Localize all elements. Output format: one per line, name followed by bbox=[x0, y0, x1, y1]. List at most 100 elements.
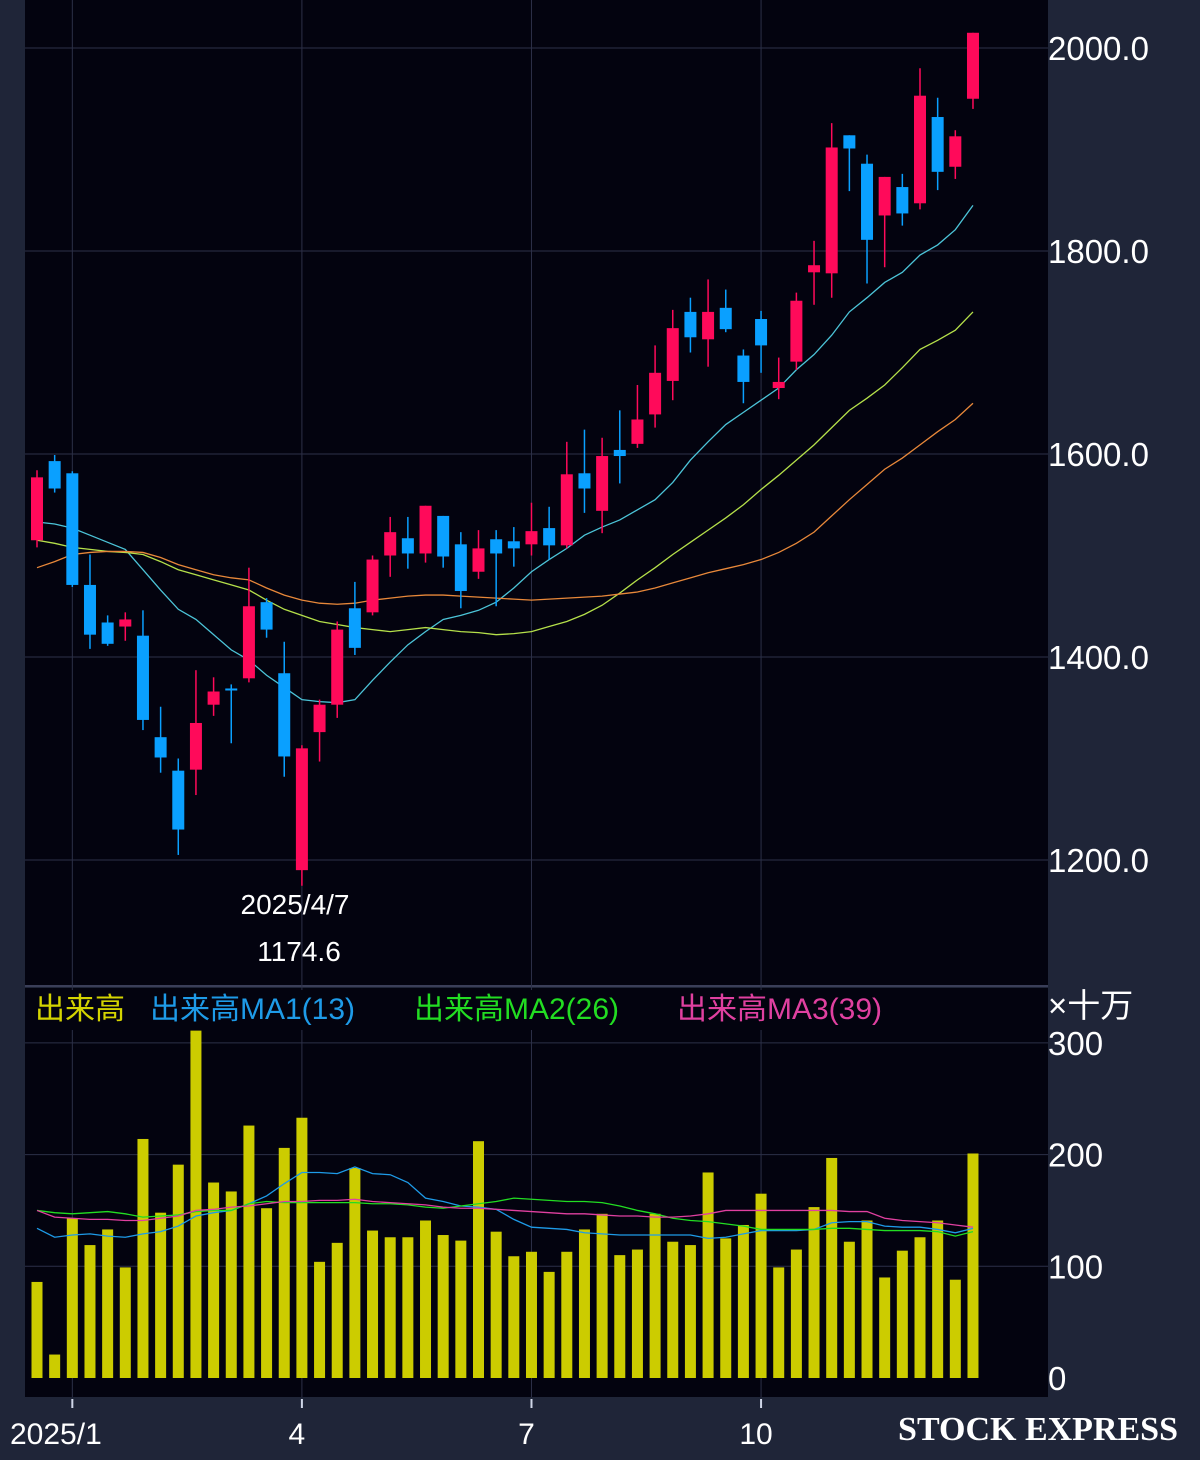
price-ma-line-2 bbox=[36, 311, 974, 636]
candle bbox=[631, 384, 644, 448]
candle bbox=[83, 554, 96, 649]
volume-bar bbox=[208, 1182, 220, 1378]
candle-body bbox=[543, 528, 556, 546]
volume-bar bbox=[155, 1212, 167, 1378]
candle bbox=[154, 706, 167, 773]
volume-bar bbox=[384, 1237, 396, 1378]
candle bbox=[454, 532, 467, 609]
legend-entry: 出来高MA1(13) bbox=[150, 993, 355, 1026]
volume-bar bbox=[790, 1249, 802, 1378]
candle-body bbox=[808, 265, 821, 273]
candle-body bbox=[613, 449, 626, 457]
price-ma-line-1 bbox=[36, 204, 974, 704]
price-moving-averages bbox=[36, 204, 974, 704]
volume-bar bbox=[420, 1220, 432, 1378]
volume-bar bbox=[296, 1117, 308, 1378]
candle bbox=[613, 410, 626, 484]
volume-bar bbox=[949, 1279, 961, 1378]
volume-bar bbox=[684, 1245, 696, 1378]
volume-bar bbox=[720, 1238, 732, 1378]
volume-bar bbox=[843, 1241, 855, 1378]
candle bbox=[66, 471, 79, 587]
candle-body bbox=[348, 608, 361, 648]
candle-body bbox=[843, 135, 856, 149]
candle bbox=[419, 505, 432, 563]
candle-body bbox=[666, 328, 679, 381]
price-tick-label: 1600.0 bbox=[1048, 436, 1149, 473]
candle bbox=[666, 309, 679, 401]
volume-bar bbox=[896, 1250, 908, 1378]
volume-bar bbox=[578, 1229, 590, 1378]
candle-body bbox=[914, 95, 926, 204]
price-axis-labels: 1200.0 1400.0 1600.0 1800.0 2000.0 bbox=[1048, 30, 1149, 879]
candle-body bbox=[242, 606, 255, 679]
volume-bar bbox=[879, 1277, 891, 1378]
candle bbox=[119, 612, 132, 641]
legend-entry: 出来高MA3(39) bbox=[677, 993, 882, 1026]
legend-background bbox=[25, 990, 925, 1030]
candle bbox=[490, 530, 503, 607]
volume-legend: 出来高 出来高MA1(13) 出来高MA2(26) 出来高MA3(39) bbox=[25, 990, 925, 1030]
volume-bar bbox=[278, 1147, 290, 1378]
candlesticks bbox=[31, 32, 979, 886]
x-tick-label: 4 bbox=[289, 1418, 306, 1451]
volume-ma-line-3 bbox=[36, 1198, 974, 1228]
candle-body bbox=[366, 559, 379, 613]
volume-bar bbox=[367, 1230, 379, 1378]
candle-body bbox=[83, 584, 96, 635]
candle bbox=[472, 530, 485, 579]
candle bbox=[543, 506, 556, 560]
candle bbox=[525, 502, 538, 556]
candle-body bbox=[631, 419, 644, 444]
candle bbox=[684, 297, 697, 353]
candle-body bbox=[119, 619, 132, 627]
volume-bar bbox=[543, 1271, 555, 1378]
candle bbox=[401, 516, 414, 569]
volume-bar bbox=[737, 1224, 749, 1378]
volume-bar bbox=[755, 1193, 767, 1378]
volume-ma-line-1 bbox=[36, 1166, 974, 1240]
candle-body bbox=[896, 187, 909, 214]
candle-body bbox=[649, 372, 662, 415]
candle bbox=[578, 429, 591, 513]
candle-body bbox=[966, 32, 979, 99]
volume-tick-label: 300 bbox=[1048, 1025, 1103, 1062]
x-tick-label: 10 bbox=[739, 1418, 772, 1451]
candle bbox=[931, 97, 944, 191]
candle bbox=[737, 349, 750, 404]
candle-body bbox=[189, 722, 202, 770]
price-tick-label: 1200.0 bbox=[1048, 842, 1149, 879]
candle-body bbox=[861, 163, 874, 240]
volume-bar bbox=[967, 1153, 979, 1378]
candle bbox=[949, 130, 962, 179]
candle-body bbox=[755, 319, 768, 346]
candle-body bbox=[260, 602, 273, 630]
volume-bar bbox=[614, 1255, 626, 1378]
candle bbox=[596, 437, 609, 534]
volume-ma-line-2 bbox=[36, 1197, 974, 1237]
volume-bar bbox=[437, 1235, 449, 1378]
volume-moving-averages bbox=[36, 1166, 974, 1240]
candle-body bbox=[578, 473, 591, 489]
volume-bar bbox=[773, 1267, 785, 1378]
candle bbox=[207, 677, 220, 716]
volume-tick-label: 100 bbox=[1048, 1248, 1103, 1285]
volume-bar bbox=[667, 1241, 679, 1378]
candle bbox=[278, 641, 291, 777]
candle-body bbox=[331, 629, 344, 705]
volume-unit-label: ×十万 bbox=[1048, 987, 1133, 1024]
volume-bar bbox=[349, 1168, 361, 1378]
candle bbox=[861, 154, 874, 284]
candle bbox=[790, 292, 803, 370]
candle bbox=[437, 515, 450, 568]
volume-bar bbox=[66, 1218, 78, 1378]
volume-bar bbox=[49, 1354, 61, 1378]
volume-bar bbox=[596, 1213, 608, 1378]
price-plot-background bbox=[25, 0, 1048, 986]
price-tick-label: 1800.0 bbox=[1048, 233, 1149, 270]
candle-body bbox=[525, 531, 538, 545]
volume-bar bbox=[490, 1231, 502, 1378]
candle-body bbox=[419, 505, 432, 554]
candle-body bbox=[772, 381, 785, 389]
volume-bar bbox=[137, 1138, 149, 1378]
